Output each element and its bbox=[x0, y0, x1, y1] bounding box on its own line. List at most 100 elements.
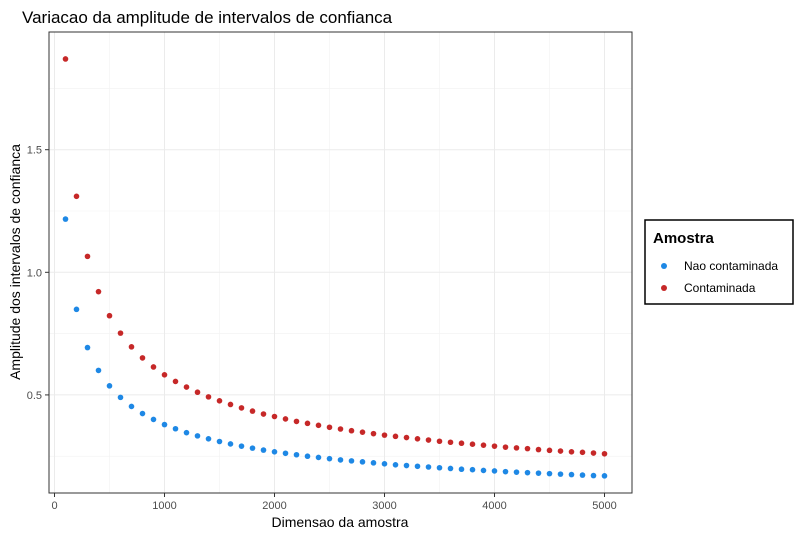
point-contaminada bbox=[524, 445, 531, 452]
point-contaminada bbox=[238, 405, 245, 411]
x-tick-label: 2000 bbox=[262, 500, 286, 512]
point-nao-contaminada bbox=[249, 445, 256, 451]
legend-key-contaminada bbox=[661, 285, 667, 291]
point-contaminada bbox=[579, 449, 586, 456]
point-nao-contaminada bbox=[238, 443, 245, 449]
point-contaminada bbox=[293, 418, 300, 425]
x-tick-label: 5000 bbox=[592, 500, 616, 512]
point-contaminada bbox=[359, 429, 366, 435]
point-nao-contaminada bbox=[414, 463, 421, 470]
point-contaminada bbox=[381, 432, 388, 438]
point-nao-contaminada bbox=[293, 451, 300, 458]
point-contaminada bbox=[403, 434, 410, 441]
point-contaminada bbox=[304, 420, 311, 427]
point-contaminada bbox=[425, 437, 432, 443]
x-tick-label: 1000 bbox=[152, 500, 176, 512]
grid-major bbox=[49, 32, 632, 493]
point-nao-contaminada bbox=[524, 469, 531, 476]
point-nao-contaminada bbox=[95, 367, 102, 374]
y-tick-label: 0.5 bbox=[27, 390, 42, 402]
point-contaminada bbox=[216, 398, 223, 404]
plot-background bbox=[49, 32, 632, 493]
point-contaminada bbox=[535, 446, 542, 453]
point-nao-contaminada bbox=[403, 462, 410, 469]
point-contaminada bbox=[392, 433, 399, 440]
point-contaminada bbox=[315, 422, 322, 429]
point-nao-contaminada bbox=[271, 449, 278, 455]
point-contaminada bbox=[513, 445, 520, 451]
point-nao-contaminada bbox=[216, 438, 223, 445]
point-nao-contaminada bbox=[392, 462, 399, 468]
y-axis: 0.5 1.0 1.5 bbox=[27, 145, 49, 402]
y-axis-title: Amplitude dos intervalos de confianca bbox=[7, 144, 23, 380]
point-nao-contaminada bbox=[557, 471, 564, 477]
y-tick-label: 1.5 bbox=[27, 145, 42, 157]
point-contaminada bbox=[172, 378, 179, 385]
point-contaminada bbox=[128, 344, 135, 350]
point-contaminada bbox=[139, 355, 146, 361]
plot-border bbox=[48, 31, 633, 494]
point-contaminada bbox=[95, 288, 102, 295]
point-nao-contaminada bbox=[590, 472, 597, 479]
point-nao-contaminada bbox=[601, 473, 608, 479]
x-tick-label: 3000 bbox=[372, 500, 396, 512]
point-nao-contaminada bbox=[535, 470, 542, 476]
point-contaminada bbox=[117, 330, 124, 336]
point-nao-contaminada bbox=[568, 471, 575, 478]
point-contaminada bbox=[260, 411, 267, 417]
point-nao-contaminada bbox=[370, 460, 377, 466]
point-contaminada bbox=[84, 253, 91, 260]
point-contaminada bbox=[62, 56, 69, 62]
point-nao-contaminada bbox=[502, 468, 509, 475]
point-contaminada bbox=[337, 426, 344, 432]
point-contaminada bbox=[469, 441, 476, 448]
point-contaminada bbox=[106, 312, 113, 319]
point-nao-contaminada bbox=[381, 461, 388, 467]
point-nao-contaminada bbox=[337, 457, 344, 463]
point-nao-contaminada bbox=[480, 467, 487, 474]
point-contaminada bbox=[150, 364, 157, 370]
point-contaminada bbox=[447, 439, 454, 446]
point-nao-contaminada bbox=[172, 425, 179, 432]
point-nao-contaminada bbox=[447, 465, 454, 472]
point-contaminada bbox=[205, 394, 212, 400]
point-nao-contaminada bbox=[117, 394, 124, 401]
chart-title: Variacao da amplitude de intervalos de c… bbox=[22, 8, 393, 27]
point-nao-contaminada bbox=[359, 459, 366, 465]
point-contaminada bbox=[326, 424, 333, 431]
point-nao-contaminada bbox=[150, 416, 157, 423]
legend-box bbox=[644, 219, 794, 305]
point-contaminada bbox=[557, 448, 564, 454]
point-nao-contaminada bbox=[436, 464, 443, 471]
x-tick-label: 4000 bbox=[482, 500, 506, 512]
legend-title: Amostra bbox=[653, 230, 715, 247]
point-contaminada bbox=[546, 447, 553, 454]
x-axis-title: Dimensao da amostra bbox=[272, 514, 409, 530]
point-contaminada bbox=[480, 442, 487, 448]
point-nao-contaminada bbox=[491, 468, 498, 474]
point-nao-contaminada bbox=[469, 466, 476, 473]
point-contaminada bbox=[227, 401, 234, 408]
point-nao-contaminada bbox=[194, 433, 201, 439]
data-points bbox=[62, 56, 608, 479]
legend-label-nao-contaminada: Nao contaminada bbox=[684, 259, 778, 273]
point-contaminada bbox=[271, 413, 278, 420]
point-nao-contaminada bbox=[579, 472, 586, 478]
x-axis: 0 1000 2000 3000 4000 5000 bbox=[51, 493, 617, 512]
point-nao-contaminada bbox=[161, 421, 168, 428]
point-nao-contaminada bbox=[348, 458, 355, 464]
point-contaminada bbox=[590, 450, 597, 456]
point-contaminada bbox=[370, 430, 377, 437]
point-contaminada bbox=[458, 440, 465, 447]
point-contaminada bbox=[502, 444, 509, 450]
point-contaminada bbox=[194, 389, 201, 396]
point-nao-contaminada bbox=[425, 464, 432, 470]
point-nao-contaminada bbox=[326, 455, 333, 462]
point-nao-contaminada bbox=[282, 450, 289, 457]
point-nao-contaminada bbox=[260, 447, 267, 453]
point-contaminada bbox=[249, 408, 256, 414]
point-nao-contaminada bbox=[513, 469, 520, 475]
legend-label-contaminada: Contaminada bbox=[684, 281, 756, 295]
legend-key-nao-contaminada bbox=[661, 263, 667, 269]
point-contaminada bbox=[161, 372, 168, 378]
